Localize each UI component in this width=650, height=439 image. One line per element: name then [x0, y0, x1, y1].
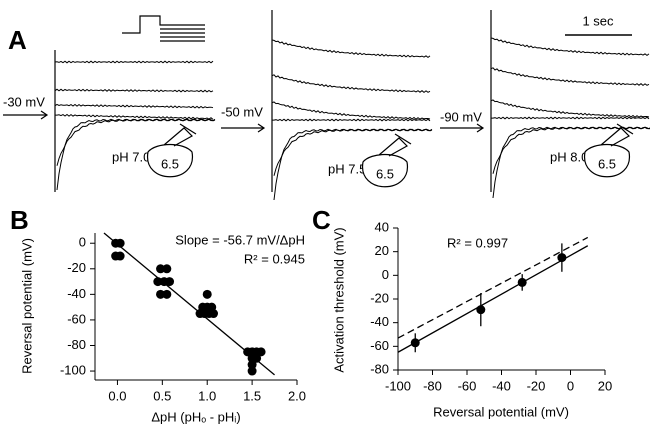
- panel-label: C: [312, 205, 331, 235]
- x-tick-label: -80: [423, 378, 442, 393]
- x-tick-label: 0.0: [108, 388, 126, 403]
- x-axis-label: Reversal potential (mV): [433, 404, 569, 419]
- current-trace: [55, 113, 214, 120]
- current-trace: [271, 74, 431, 94]
- arrow: [221, 123, 266, 133]
- pipette-icon: [147, 123, 197, 178]
- data-point: [476, 305, 486, 315]
- protocol-icon: [122, 15, 205, 42]
- x-tick-label: 2.0: [288, 388, 306, 403]
- pipette-icon: [584, 123, 634, 178]
- data-point: [165, 277, 175, 287]
- current-trace: [54, 88, 214, 93]
- y-tick-label: 0: [79, 235, 86, 250]
- data-point: [153, 277, 163, 287]
- scale-bar-label: 1 sec: [582, 13, 614, 28]
- current-trace: [56, 118, 216, 166]
- data-point: [209, 309, 219, 319]
- data-point: [557, 253, 567, 263]
- y-tick-label: -60: [370, 338, 389, 353]
- panel-label: B: [10, 205, 29, 235]
- data-point: [156, 289, 166, 299]
- pipette-label: 6.5: [161, 156, 179, 171]
- x-tick-label: -40: [492, 378, 511, 393]
- x-tick-label: 0.5: [153, 388, 171, 403]
- data-point: [252, 353, 262, 363]
- x-tick-label: 0: [567, 378, 574, 393]
- y-tick-label: 20: [375, 243, 389, 258]
- x-axis-label: ΔpH (pHₒ - pHᵢ): [151, 409, 240, 424]
- current-trace: [492, 126, 650, 174]
- data-point: [115, 238, 125, 248]
- y-tick-label: 40: [375, 219, 389, 234]
- y-tick-label: 0: [382, 267, 389, 282]
- current-trace: [490, 37, 650, 57]
- y-tick-label: -20: [370, 290, 389, 305]
- x-tick-label: -100: [385, 378, 411, 393]
- pipette-label: 6.5: [598, 156, 616, 171]
- current-trace: [271, 101, 431, 120]
- annotation: Slope = -56.7 mV/ΔpH: [175, 232, 305, 247]
- current-trace: [272, 118, 431, 122]
- y-tick-label: -20: [67, 260, 86, 275]
- x-tick-label: -60: [458, 378, 477, 393]
- data-point: [156, 264, 166, 274]
- ph-label: pH 8.0: [550, 149, 588, 164]
- y-tick-label: -40: [67, 286, 86, 301]
- ph-label: pH 7.5: [328, 161, 366, 176]
- arrow: [3, 110, 49, 120]
- current-trace: [490, 67, 650, 87]
- current-trace: [54, 60, 214, 64]
- ph-label: pH 7.0: [112, 149, 150, 164]
- x-tick-label: 1.5: [243, 388, 261, 403]
- panel-label: A: [8, 25, 27, 55]
- current-trace: [491, 116, 650, 120]
- data-point: [202, 289, 212, 299]
- y-tick-label: -100: [60, 362, 86, 377]
- data-point: [115, 251, 125, 261]
- y-tick-label: -40: [370, 314, 389, 329]
- y-axis-label: Activation threshold (mV): [331, 227, 346, 372]
- voltage-label: -90 mV: [440, 109, 482, 124]
- x-tick-label: 1.0: [198, 388, 216, 403]
- arrow: [440, 123, 485, 133]
- data-point: [247, 366, 257, 376]
- current-trace: [273, 128, 433, 176]
- y-axis-label: Reversal potential (mV): [19, 238, 34, 374]
- annotation: R² = 0.997: [447, 235, 508, 250]
- data-point: [162, 289, 172, 299]
- current-trace: [490, 99, 650, 118]
- y-tick-label: -80: [67, 337, 86, 352]
- fit-line: [397, 245, 589, 353]
- x-tick-label: 20: [598, 378, 612, 393]
- x-tick-label: -20: [527, 378, 546, 393]
- y-tick-label: -80: [370, 361, 389, 376]
- y-tick-label: -60: [67, 311, 86, 326]
- voltage-label: -30 mV: [3, 94, 45, 109]
- data-point: [517, 277, 527, 287]
- pipette-label: 6.5: [376, 166, 394, 181]
- current-trace: [271, 39, 431, 59]
- data-point: [247, 360, 257, 370]
- data-point: [162, 264, 172, 274]
- current-trace: [54, 103, 214, 109]
- annotation: R² = 0.945: [244, 251, 305, 266]
- pipette-icon: [362, 133, 412, 188]
- data-point: [256, 347, 266, 357]
- fit-line: [397, 236, 589, 339]
- voltage-label: -50 mV: [221, 104, 263, 119]
- data-point: [410, 338, 420, 348]
